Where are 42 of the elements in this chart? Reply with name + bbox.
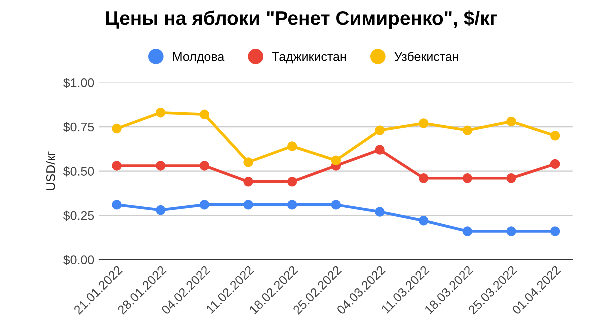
point: [156, 161, 166, 171]
y-tick-label: $0.00: [63, 255, 94, 266]
legend-label: Узбекистан: [394, 52, 458, 62]
y-tick-label: $0.75: [63, 122, 94, 132]
point: [200, 161, 210, 171]
point: [418, 118, 429, 128]
y-tick-label: $0.25: [63, 210, 94, 221]
y-tick-label: $0.50: [63, 166, 94, 177]
point: [418, 174, 429, 184]
point: [506, 226, 516, 236]
point: [200, 200, 210, 210]
point: [550, 226, 560, 236]
point: [550, 131, 560, 141]
legend-label: Молдова: [173, 52, 225, 64]
point: [506, 116, 516, 127]
point: [244, 158, 254, 168]
point: [112, 200, 122, 210]
legend-label: Таджикистан: [272, 52, 346, 64]
point: [112, 161, 122, 171]
point: [112, 124, 122, 134]
point: [462, 174, 473, 184]
point: [244, 200, 254, 210]
point: [462, 126, 473, 136]
y-tick-label: $1.00: [63, 78, 94, 88]
point: [331, 200, 342, 210]
point: [156, 205, 166, 216]
point: [375, 145, 385, 155]
point: [244, 177, 254, 187]
point: [462, 226, 473, 236]
point: [200, 110, 210, 120]
point: [375, 126, 385, 136]
point: [375, 207, 385, 217]
point: [331, 156, 342, 166]
point: [287, 200, 298, 210]
y-axis-title: USD/кг: [46, 152, 56, 190]
point: [418, 216, 429, 226]
point: [287, 177, 298, 187]
point: [287, 142, 298, 152]
point: [156, 108, 166, 118]
point: [550, 159, 560, 170]
point: [506, 174, 516, 184]
chart-title: Цены на яблоки "Ренет Симиренко", $/кг: [106, 10, 498, 30]
